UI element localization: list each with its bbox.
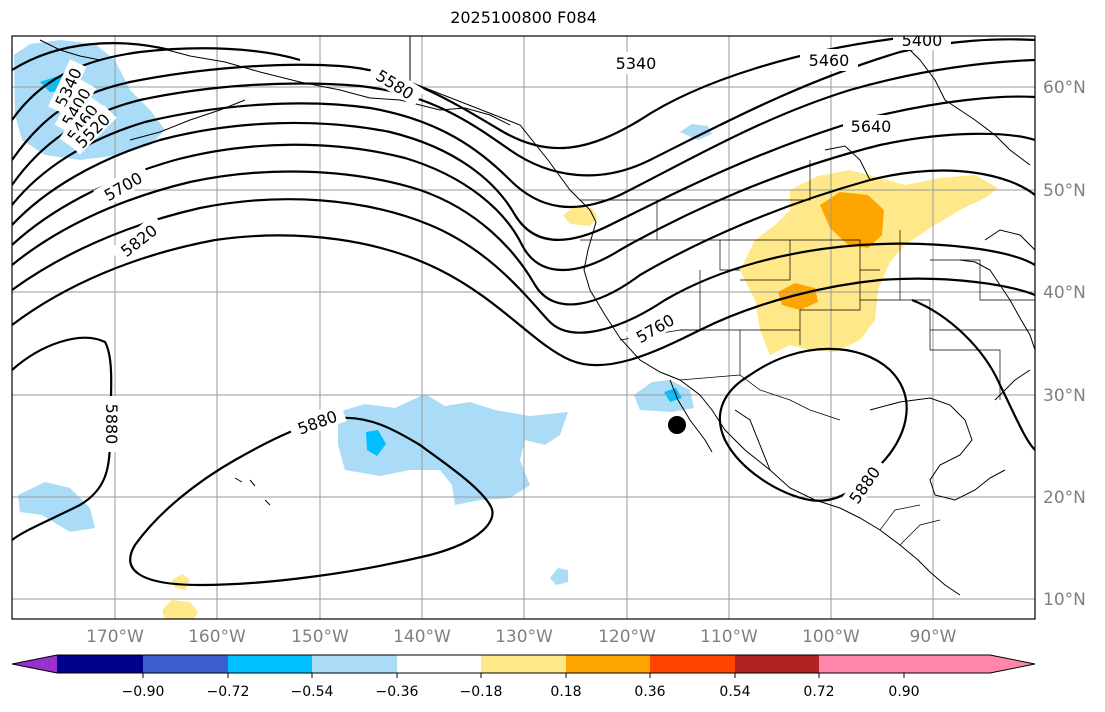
lat-label: 20°N — [1043, 488, 1086, 508]
colorbar-segment — [57, 655, 143, 673]
latitude-labels: 60°N 50°N 40°N 30°N 20°N 10°N — [1043, 78, 1086, 610]
contour-line — [12, 58, 1035, 209]
colorbar-segment — [312, 655, 397, 673]
lon-label: 120°W — [598, 627, 656, 647]
contour-label: 5460 — [809, 51, 850, 70]
fill-light-blue-central — [338, 394, 568, 505]
contour-label: 5340 — [616, 54, 657, 73]
height-contours — [12, 36, 1035, 587]
fill-blue-central — [366, 430, 386, 456]
contour-line — [12, 169, 1035, 306]
colorbar-tick-label: 0.90 — [888, 684, 919, 700]
colorbar-segment — [735, 655, 819, 673]
colorbar-segment — [566, 655, 650, 673]
fill-light-blue-small1 — [680, 124, 712, 140]
contour-line — [12, 36, 901, 161]
colorbar-segment — [397, 655, 481, 673]
lat-label: 60°N — [1043, 78, 1086, 98]
lon-label: 150°W — [291, 627, 349, 647]
colorbar-segment — [650, 655, 735, 673]
contour-line — [12, 47, 301, 121]
fill-yellow-s2 — [162, 600, 198, 619]
lat-label: 50°N — [1043, 181, 1086, 201]
fill-orange-north — [820, 192, 884, 248]
lat-label: 10°N — [1043, 590, 1086, 610]
colorbar-tick-label: −0.54 — [291, 684, 334, 700]
fill-orange-south — [778, 283, 818, 310]
colorbar-tick-label: −0.72 — [207, 684, 250, 700]
fill-light-blue-small2 — [550, 568, 568, 585]
colorbar-tick-label: −0.90 — [122, 684, 165, 700]
colorbar-segment — [228, 655, 312, 673]
colorbar-tick-label: −0.36 — [376, 684, 419, 700]
colorbar-ticks — [142, 673, 905, 678]
lon-label: 160°W — [188, 627, 246, 647]
colorbar: −0.90 −0.72 −0.54 −0.36 −0.18 0.18 0.36 … — [11, 654, 1036, 700]
colorbar-extend-right — [904, 655, 1035, 673]
coastlines — [39, 36, 1035, 596]
fill-yellow-oregon — [563, 206, 598, 226]
longitude-labels: 170°W 160°W 150°W 140°W 130°W 120°W 110°… — [86, 627, 957, 647]
contour-labels: 5340 5460 5400 5640 5580 5700 5820 5340 — [48, 31, 951, 513]
contour-line — [12, 42, 171, 71]
colorbar-tick-label: 0.36 — [634, 684, 665, 700]
contour-line — [911, 298, 1035, 451]
contour-label: 5640 — [851, 117, 892, 136]
lon-label: 110°W — [700, 627, 758, 647]
contour-line — [12, 198, 1035, 334]
colorbar-tick-label: 0.72 — [803, 684, 834, 700]
contour-line — [12, 132, 1035, 272]
contour-line — [129, 416, 494, 587]
colorbar-segment — [819, 655, 904, 673]
colorbar-extend-left — [12, 655, 57, 673]
colorbar-segment — [143, 655, 228, 673]
fill-light-blue-sw — [18, 482, 95, 532]
contour-line — [12, 38, 1035, 186]
map-frame — [11, 35, 1036, 620]
lon-label: 100°W — [802, 627, 860, 647]
colorbar-tick-label: 0.18 — [550, 684, 581, 700]
contour-label: 5880 — [102, 404, 121, 445]
lon-label: 140°W — [393, 627, 451, 647]
contour-line — [12, 234, 1035, 367]
colorbar-tick-label: −0.18 — [460, 684, 503, 700]
lat-label: 40°N — [1043, 283, 1086, 303]
lon-label: 130°W — [495, 627, 553, 647]
location-marker — [668, 416, 686, 434]
lat-label: 30°N — [1043, 386, 1086, 406]
colorbar-segment — [481, 655, 566, 673]
map-title: 2025100800 F084 — [450, 8, 597, 27]
lon-label: 170°W — [86, 627, 144, 647]
fill-light-blue-baja — [634, 380, 694, 412]
fill-yellow-s1 — [172, 574, 190, 590]
colorbar-tick-label: 0.54 — [719, 684, 750, 700]
contour-label: 5400 — [902, 31, 943, 50]
lon-label: 90°W — [910, 627, 957, 647]
